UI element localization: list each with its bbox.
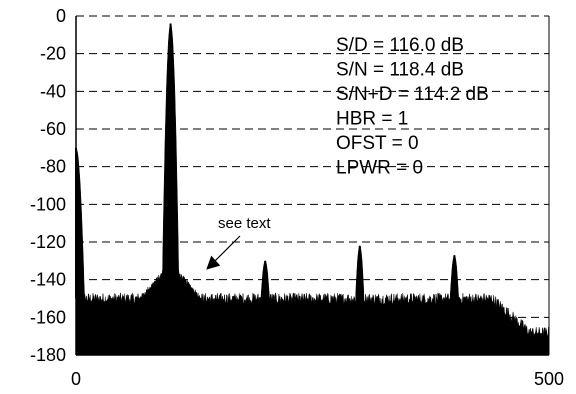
y-tick-label-4: -80 — [40, 157, 66, 177]
metric-line-2: S/N+D = 114.2 dB — [336, 84, 489, 105]
x-tick-label-1: 500 — [534, 369, 564, 389]
metric-line-5: LPWR = 0 — [336, 158, 423, 179]
y-tick-labels: 0 -20 -40 -60 -80 -100 -120 -140 -160 -180 — [30, 6, 66, 365]
annotation-arrow-head — [206, 255, 221, 270]
y-tick-label-3: -60 — [40, 119, 66, 139]
annotation-text: see text — [218, 215, 271, 232]
grid-layer — [76, 15, 549, 318]
y-tick-label-7: -140 — [30, 270, 66, 290]
metric-line-3: HBR = 1 — [336, 109, 408, 130]
y-tick-label-2: -40 — [40, 81, 66, 101]
metrics-block: S/D = 116.0 dB S/N = 118.4 dB S/N+D = 114.… — [336, 35, 489, 179]
y-tick-label-9: -180 — [30, 345, 66, 365]
metric-line-1: S/N = 118.4 dB — [336, 60, 464, 81]
data-layer — [75, 22, 550, 356]
y-tick-label-6: -120 — [30, 232, 66, 252]
metric-line-0: S/D = 116.0 dB — [336, 35, 464, 56]
x-tick-labels: 0 500 — [71, 369, 564, 389]
axis-layer — [75, 16, 550, 356]
y-tick-label-0: 0 — [56, 6, 66, 26]
y-tick-label-5: -100 — [30, 194, 66, 214]
spectrum-area — [75, 22, 550, 356]
y-tick-label-8: -160 — [30, 307, 66, 327]
annotation-arrow-line — [211, 235, 241, 265]
x-tick-label-0: 0 — [71, 369, 81, 389]
metric-line-4: OFST = 0 — [336, 133, 419, 154]
y-tick-label-1: -20 — [40, 44, 66, 64]
annotation: see text — [206, 215, 271, 270]
